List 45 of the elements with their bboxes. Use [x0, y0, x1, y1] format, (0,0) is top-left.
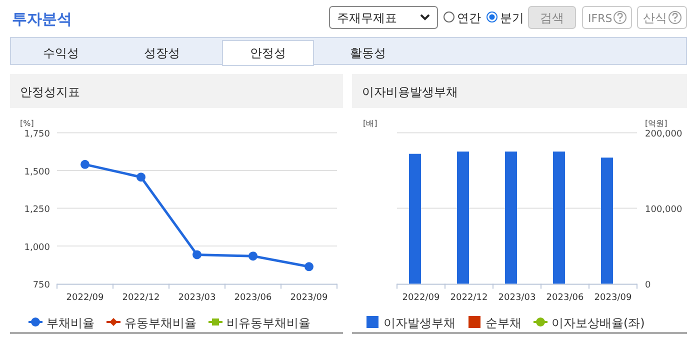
- text: 안정성: [250, 46, 286, 60]
- text: 연간: [457, 11, 481, 25]
- text: 분기: [500, 11, 524, 25]
- y-axis-title: [배]: [363, 119, 378, 128]
- legend-label: 이자보상배율(좌): [552, 316, 645, 330]
- x-tick-label: 2022/12: [122, 293, 160, 303]
- point: [192, 250, 202, 260]
- y-tick-label: 750: [32, 280, 50, 291]
- text: 주재무제표: [337, 11, 397, 25]
- y-tick-label: 1,250: [24, 205, 50, 216]
- text: 투자분석: [12, 10, 72, 28]
- chart-title: 안정성지표: [20, 85, 80, 99]
- legend-label: 비유동부채비율: [226, 316, 310, 330]
- x-tick-label: 2023/03: [178, 293, 216, 303]
- point: [304, 262, 314, 272]
- y2-tick-label: 200,000: [645, 130, 682, 140]
- text: 성장성: [144, 46, 180, 60]
- y-tick-label: 1,500: [24, 167, 50, 178]
- text: 수익성: [43, 46, 79, 60]
- chart-title: 이자비용발생부채: [362, 85, 458, 99]
- y2-tick-label: 0: [645, 280, 651, 291]
- y2-axis-title: [억원]: [645, 119, 668, 128]
- x-tick-label: 2022/09: [402, 293, 440, 303]
- x-tick-label: 2023/09: [290, 293, 328, 303]
- legend-label: 순부채: [486, 316, 522, 330]
- point: [248, 252, 258, 261]
- legend-label: 이자발생부채: [384, 316, 456, 330]
- text: IFRS: [588, 12, 612, 25]
- x-tick-label: 2022/12: [450, 293, 488, 303]
- y-axis-title: [%]: [20, 119, 34, 128]
- x-tick-label: 2023/06: [234, 293, 272, 303]
- legend-label: 부채비율: [46, 316, 94, 330]
- point: [80, 160, 90, 169]
- point: [136, 172, 146, 182]
- x-tick-label: 2023/06: [546, 293, 584, 303]
- y-tick-label: 1,750: [24, 130, 50, 140]
- x-tick-label: 2023/09: [594, 293, 632, 303]
- x-tick-label: 2023/03: [498, 293, 536, 303]
- text: 산식: [643, 11, 667, 25]
- y2-tick-label: 100,000: [645, 205, 682, 216]
- x-tick-label: 2022/09: [66, 293, 104, 303]
- text: 활동성: [350, 46, 386, 60]
- legend-label: 유동부채비율: [124, 316, 196, 330]
- y-tick-label: 1,000: [24, 242, 50, 253]
- text: 검색: [540, 11, 564, 25]
